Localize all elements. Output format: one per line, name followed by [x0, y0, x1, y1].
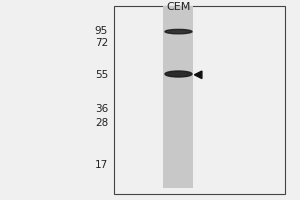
Text: 17: 17 [95, 160, 108, 170]
Text: CEM: CEM [166, 2, 191, 12]
Bar [164, 6, 194, 188]
Text: 72: 72 [95, 38, 108, 48]
Text: 95: 95 [95, 26, 108, 36]
Text: 55: 55 [95, 70, 108, 80]
Polygon shape [194, 71, 202, 79]
Text: 36: 36 [95, 104, 108, 114]
Text: 28: 28 [95, 118, 108, 128]
Ellipse shape [165, 71, 192, 77]
Bar [114, 6, 285, 194]
Ellipse shape [165, 29, 192, 34]
